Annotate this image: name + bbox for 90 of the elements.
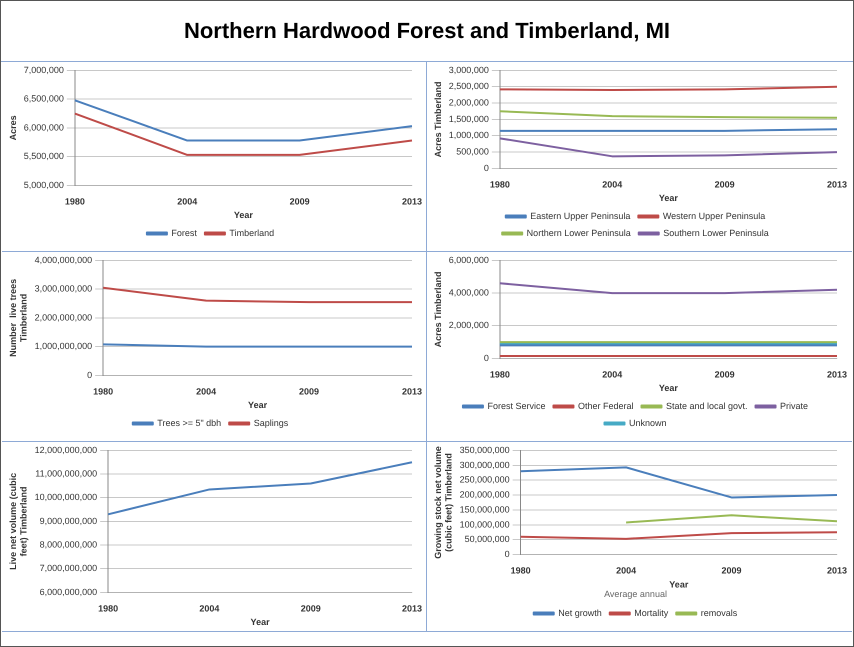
x-axis-title: Year (658, 193, 678, 204)
x-tick-label: 2009 (300, 603, 321, 614)
legend-label: Saplings (254, 418, 289, 428)
y-tick-label: 9,000,000,000 (40, 516, 98, 526)
y-tick-label: 500,000 (456, 146, 489, 157)
legend-label: removals (700, 608, 738, 618)
y-tick-label: 1,500,000 (448, 114, 489, 124)
x-tick-label: 2004 (199, 603, 220, 614)
x-axis-title: Year (248, 400, 268, 410)
legend-label: Other Federal (578, 400, 634, 411)
x-tick-label: 2009 (714, 179, 735, 190)
y-tick-label: 50,000,000 (464, 534, 510, 544)
legend-label: Net growth (558, 608, 602, 618)
x-tick-label: 2004 (616, 565, 636, 576)
y-tick-label: 5,500,000 (24, 151, 64, 162)
legend-label: Mortality (634, 608, 669, 618)
y-tick-label: 7,000,000 (24, 64, 64, 75)
y-tick-label: 0 (484, 162, 489, 173)
y-tick-label: 200,000,000 (460, 490, 510, 500)
y-tick-label: 0 (504, 549, 510, 560)
y-tick-label: 0 (484, 352, 489, 363)
y-tick-label: 5,000,000 (24, 180, 64, 190)
x-tick-label: 2013 (826, 369, 848, 380)
y-tick-label: 2,000,000 (448, 320, 489, 330)
x-tick-label: 2009 (299, 386, 320, 396)
legend-label: State and local govt. (666, 400, 748, 411)
legend-label: Northern Lower Peninsula (526, 228, 631, 238)
y-tick-label: 10,000,000,000 (34, 492, 98, 502)
y-tick-label: 6,500,000 (24, 94, 64, 104)
legend-label: Trees >= 5" dbh (157, 418, 222, 428)
x-tick-label: 1980 (93, 386, 114, 396)
x-tick-label: 2013 (826, 565, 848, 576)
x-tick-label: 1980 (98, 603, 118, 614)
x-tick-label: 2009 (714, 369, 735, 380)
y-axis-title: Acres Timberland (432, 81, 443, 158)
x-tick-label: 1980 (64, 196, 85, 206)
x-tick-label: 1980 (490, 369, 510, 380)
y-tick-label: 3,000,000 (448, 64, 489, 75)
y-tick-label: 1,000,000 (448, 130, 489, 140)
y-axis-title: Live net volume (cubic feet) Timberland (8, 472, 29, 570)
x-tick-label: 2013 (826, 179, 848, 190)
y-tick-label: 100,000,000 (460, 519, 510, 530)
legend-label: Western Upper Peninsula (662, 210, 766, 221)
y-tick-label: 2,000,000,000 (34, 312, 92, 322)
y-tick-label: 6,000,000 (448, 254, 489, 265)
y-tick-label: 2,000,000 (448, 98, 489, 108)
y-tick-label: 11,000,000,000 (35, 468, 98, 479)
y-tick-label: 1,000,000,000 (34, 341, 92, 352)
y-tick-label: 0 (87, 370, 92, 380)
y-tick-label: 150,000,000 (460, 504, 510, 514)
y-tick-label: 2,500,000 (448, 81, 489, 92)
legend-label: Forest Service (487, 400, 546, 411)
y-tick-label: 7,000,000,000 (40, 563, 98, 574)
legend-label: Eastern Upper Peninsula (530, 210, 630, 221)
y-tick-label: 4,000,000,000 (34, 254, 92, 265)
y-tick-label: 4,000,000 (448, 288, 489, 298)
x-tick-label: 2013 (402, 603, 422, 614)
y-axis-title: Growing stock net volume (cubic feet) Timberland (432, 446, 454, 559)
legend-label: Unknown (628, 418, 667, 428)
y-axis-title: Acres Timberland (432, 271, 443, 348)
y-axis-title: Acres (8, 115, 18, 140)
legend-label: Southern Lower Peninsula (663, 228, 769, 238)
x-tick-label: 2013 (402, 196, 422, 206)
x-tick-label: 2009 (722, 565, 742, 576)
y-tick-label: 3,000,000,000 (34, 284, 92, 294)
legend-title: Average annual (604, 589, 667, 600)
y-tick-label: 6,000,000 (24, 122, 64, 132)
x-axis-title: Year (234, 210, 254, 220)
legend-label: Timberland (229, 228, 274, 238)
x-tick-label: 2009 (290, 196, 310, 206)
x-axis-title: Year (250, 617, 270, 628)
x-tick-label: 2004 (602, 369, 622, 380)
legend-label: Private (780, 400, 808, 411)
y-tick-label: 8,000,000,000 (40, 540, 98, 550)
x-tick-label: 1980 (490, 179, 510, 190)
chart-title: Northern Hardwood Forest and Timberland, MI (1, 1, 853, 62)
y-tick-label: 6,000,000,000 (40, 586, 98, 597)
x-tick-label: 2004 (602, 179, 622, 190)
y-tick-label: 12,000,000,000 (34, 444, 98, 455)
legend-label: Forest (171, 228, 198, 238)
x-tick-label: 2013 (402, 386, 422, 396)
y-axis-title: Number live trees Timberland (8, 278, 29, 357)
x-tick-label: 2004 (196, 386, 216, 396)
y-tick-label: 350,000,000 (460, 444, 510, 455)
y-tick-label: 250,000,000 (460, 474, 510, 485)
y-tick-label: 300,000,000 (460, 460, 510, 470)
x-axis-title: Year (669, 579, 689, 590)
x-tick-label: 2004 (177, 196, 198, 206)
x-tick-label: 1980 (510, 565, 531, 576)
x-axis-title: Year (658, 383, 678, 394)
